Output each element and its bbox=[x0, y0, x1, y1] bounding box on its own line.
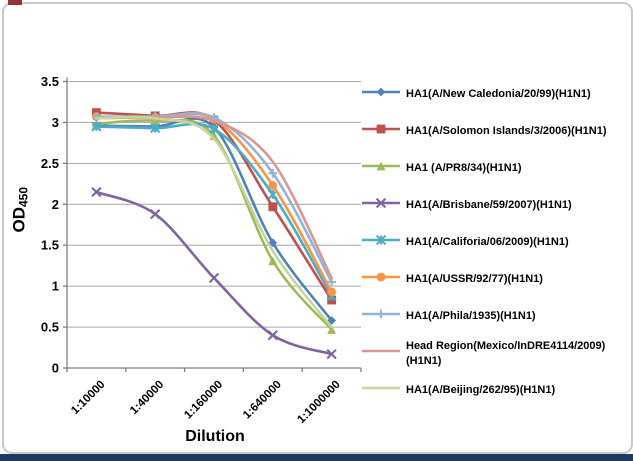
data-point-marker bbox=[327, 325, 336, 334]
data-point-marker bbox=[268, 168, 278, 178]
data-point-marker bbox=[268, 202, 278, 212]
legend-item: HA1 (A/PR8/34)(H1N1) bbox=[361, 150, 627, 187]
data-point-marker bbox=[267, 330, 278, 341]
legend-label: HA1(A/Brisbane/59/2007)(H1N1) bbox=[406, 199, 572, 212]
data-point-marker bbox=[91, 186, 102, 198]
series-ha1-a-beijing-262-95-h1n1- bbox=[95, 115, 333, 329]
legend-marker-diamond-icon bbox=[361, 85, 401, 104]
x-axis-title: Dilution bbox=[185, 428, 245, 445]
legend-marker-asterisk-icon bbox=[361, 233, 401, 252]
data-point-marker bbox=[268, 256, 278, 266]
series-ha1-a-brisbane-59-2007-h1n1- bbox=[91, 186, 337, 360]
legend-label: HA1(A/USSR/92/77)(H1N1) bbox=[406, 273, 543, 286]
x-tick-label: 1:160000 bbox=[182, 379, 225, 422]
legend-item: HA1(A/Beijing/262/95)(H1N1) bbox=[361, 372, 627, 409]
data-point-marker bbox=[208, 272, 220, 284]
legend-item: HA1(A/USSR/92/77)(H1N1) bbox=[361, 261, 627, 298]
y-axis-title-subscript: 450 bbox=[16, 186, 31, 207]
y-tick-label: 1.5 bbox=[41, 238, 59, 253]
data-point-marker bbox=[268, 181, 278, 190]
series-ha1-a-pr8-34-h1n1- bbox=[92, 116, 336, 334]
y-tick-label: 0.5 bbox=[41, 320, 59, 335]
legend-item: HA1(A/Solomon Islands/3/2006)(H1N1) bbox=[361, 113, 627, 150]
legend-marker-plus-icon bbox=[361, 307, 401, 326]
legend-item: HA1(A/Phila/1935)(H1N1) bbox=[361, 298, 627, 335]
data-point-marker bbox=[150, 123, 161, 134]
data-point-marker bbox=[376, 272, 386, 282]
legend-item: HA1(A/New Caledonia/20/99)(H1N1) bbox=[361, 76, 627, 113]
chart-legend: HA1(A/New Caledonia/20/99)(H1N1) HA1(A/So… bbox=[361, 76, 627, 409]
legend-item: HA1(A/Brisbane/59/2007)(H1N1) bbox=[361, 187, 627, 224]
legend-label: HA1(A/Phila/1935)(H1N1) bbox=[406, 310, 536, 323]
series-line bbox=[95, 190, 333, 356]
x-tick-label: 1:40000 bbox=[128, 379, 166, 417]
x-tick-label: 1:10000 bbox=[69, 379, 107, 417]
legend-marker-circle-icon bbox=[361, 270, 401, 289]
data-point-marker bbox=[376, 124, 386, 134]
x-tick-label: 1:1000000 bbox=[295, 379, 342, 426]
legend-marker-square-icon bbox=[361, 122, 401, 141]
y-tick-label: 3.5 bbox=[41, 74, 59, 89]
data-point-marker bbox=[375, 197, 387, 209]
legend-label: HA1(A/Solomon Islands/3/2006)(H1N1) bbox=[406, 125, 607, 138]
legend-marker-triangle-icon bbox=[361, 159, 401, 178]
x-tick-label: 1:640000 bbox=[241, 379, 284, 422]
series-line bbox=[95, 117, 333, 322]
legend-marker-none-icon bbox=[361, 344, 401, 363]
legend-item: Head Region(Mexico/InDRE4114/2009)(H1N1) bbox=[361, 335, 627, 372]
y-axis-title-base: OD bbox=[9, 207, 29, 233]
chart-frame bbox=[2, 2, 633, 454]
legend-label: HA1(A/New Caledonia/20/99)(H1N1) bbox=[406, 88, 591, 101]
series-ha1-a-califoria-06-2009-h1n1- bbox=[91, 121, 337, 302]
data-point-marker bbox=[326, 348, 337, 360]
legend-label: HA1 (A/PR8/34)(H1N1) bbox=[406, 162, 522, 175]
y-tick-label: 3 bbox=[52, 115, 59, 130]
data-point-marker bbox=[208, 123, 220, 135]
y-tick-label: 2 bbox=[52, 197, 59, 212]
data-point-marker bbox=[150, 208, 161, 220]
y-tick-label: 2.5 bbox=[41, 156, 59, 171]
y-axis-title: OD450 bbox=[9, 186, 31, 233]
data-point-marker bbox=[91, 121, 102, 132]
series-line bbox=[95, 122, 333, 298]
data-point-marker bbox=[376, 161, 386, 171]
data-point-marker bbox=[376, 309, 386, 319]
legend-label: HA1(A/Califoria/06/2009)(H1N1) bbox=[406, 236, 569, 249]
legend-marker-none-icon bbox=[361, 381, 401, 400]
series-line bbox=[95, 111, 333, 302]
top-left-fragment bbox=[8, 0, 22, 5]
legend-label: Head Region(Mexico/InDRE4114/2009)(H1N1) bbox=[406, 339, 606, 367]
data-point-marker bbox=[376, 87, 386, 97]
bottom-bar bbox=[0, 454, 633, 461]
y-tick-label: 1 bbox=[52, 279, 59, 294]
data-point-marker bbox=[327, 287, 336, 297]
y-tick-label: 0 bbox=[52, 361, 59, 376]
series-line bbox=[95, 115, 333, 329]
legend-label: HA1(A/Beijing/262/95)(H1N1) bbox=[406, 384, 556, 397]
legend-marker-x-icon bbox=[361, 196, 401, 215]
legend-item: HA1(A/Califoria/06/2009)(H1N1) bbox=[361, 224, 627, 261]
data-point-marker bbox=[375, 234, 387, 246]
